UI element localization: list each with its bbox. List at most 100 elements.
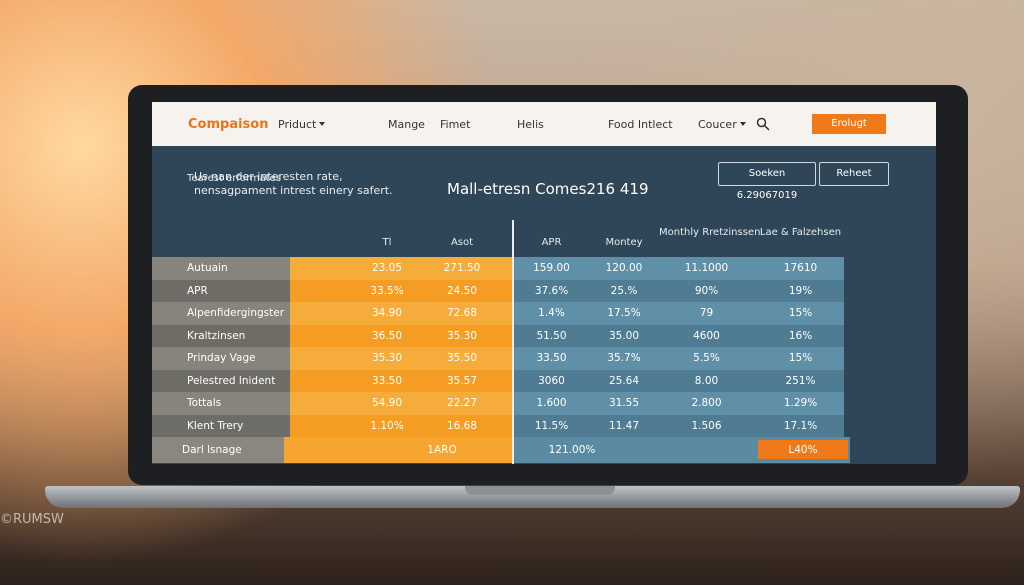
table-cell: 15% (788, 307, 813, 319)
footer-cell: L40% (788, 444, 818, 456)
row-label-bg (152, 324, 290, 348)
table-cell: 11.1000 (684, 262, 729, 274)
footer-cell: Darl lsnage (182, 444, 242, 456)
table-cell: 8.00 (694, 374, 719, 387)
table-cell: 17.1% (783, 419, 818, 432)
table-cell: 11.5% (534, 419, 569, 432)
row-blue-bg (514, 414, 844, 438)
action-button[interactable]: Soeken 6.29067019 (718, 162, 816, 201)
nav-label: Fimet (440, 118, 471, 131)
column-header: Lae & Falzehsen (759, 227, 842, 238)
row-label-bg (152, 347, 290, 370)
footer-label-bg (152, 437, 284, 463)
row-orange-bg (290, 279, 512, 303)
table-cell: 36.50 (371, 329, 403, 342)
row-blue-bg (514, 279, 844, 303)
table-cell: 51.50 (536, 329, 567, 342)
table-cell: 35.00 (608, 329, 640, 342)
table-cell: 33.5% (370, 284, 404, 297)
row-orange-bg (290, 324, 512, 348)
column-header: Tl (382, 237, 392, 248)
table-cell: 72.68 (446, 307, 478, 319)
table-cell: 25.64 (608, 374, 640, 387)
row-blue-bg (514, 257, 844, 280)
search-icon[interactable] (756, 117, 770, 131)
table-cell: 79 (699, 307, 714, 319)
table-cell: Alpenfidergingster (187, 307, 285, 319)
table-cell: 24.50 (446, 284, 478, 297)
nav-item[interactable]: Coucer (698, 118, 746, 131)
table-cell: 1.600 (536, 397, 567, 409)
row-label-bg (152, 279, 290, 303)
nav-label: Food Intlect (608, 118, 673, 131)
nav-item[interactable]: Fimet (440, 118, 470, 131)
table-cell: 271.50 (443, 262, 481, 274)
row-blue-bg (514, 369, 844, 393)
table-cell: 5.5% (693, 352, 720, 364)
column-header: Monthly Rretzinssen (659, 227, 761, 238)
row-blue-bg (514, 324, 844, 348)
caret (319, 122, 326, 129)
table-cell: 31.55 (608, 397, 640, 409)
nav-item[interactable]: Priduct (278, 118, 326, 131)
table-cell: 3060 (538, 374, 565, 387)
row-orange-bg (290, 392, 512, 415)
table-cell: 35.30 (371, 352, 403, 364)
footer-orange-bg (284, 437, 512, 463)
table-cell: 16% (788, 329, 813, 342)
table-cell: Tottals (187, 397, 222, 409)
table-cell: 17610 (783, 262, 818, 274)
table-cell: 2.800 (691, 397, 722, 409)
table-cell: 35.50 (446, 352, 478, 364)
table-cell: APR (187, 284, 208, 297)
table-cell: 54.90 (371, 397, 403, 409)
column-header: Montey (605, 237, 643, 248)
nav-bar: Compaison Erolugt Priduct Mange Fimet Helis… (152, 102, 936, 146)
row-orange-bg (290, 302, 512, 325)
laptop-base (45, 486, 1020, 508)
nav-item[interactable]: Helis (517, 118, 544, 131)
footer-cell: 1ARO (427, 444, 457, 456)
table-cell: 35.57 (446, 374, 478, 387)
column-header: Tearest erformates (187, 173, 282, 184)
row-blue-bg (514, 392, 844, 415)
footer-highlight (758, 440, 848, 459)
divider (512, 220, 514, 464)
table-cell: 16.68 (446, 419, 478, 432)
table-cell: Prinday Vage (187, 352, 256, 364)
laptop-notch (465, 486, 615, 495)
intro-text: Us nan der interesten rate, nensagpament… (194, 170, 393, 197)
table-cell: 19% (788, 284, 813, 297)
table-cell: 23.05 (371, 262, 403, 274)
page-title: Mall-etresn Comes216 419 (447, 180, 649, 198)
table-cell: 34.90 (371, 307, 403, 319)
row-label-bg (152, 414, 290, 438)
nav-label: Mange (388, 118, 425, 131)
table-cell: 33.50 (536, 352, 567, 364)
brand[interactable]: Compaison (188, 117, 269, 132)
table-cell: 1.506 (691, 419, 722, 432)
table-cell: 15% (788, 352, 813, 364)
table-cell: 11.47 (608, 419, 640, 432)
table-cell: 35.30 (446, 329, 478, 342)
nav-item[interactable]: Food Intlect (608, 118, 673, 131)
table-cell: 17.5% (607, 307, 641, 319)
table-cell: Pelestred lnident (187, 374, 276, 387)
table-cell: 1.29% (783, 397, 818, 409)
nav-label: Helis (517, 118, 544, 131)
table-cell: 37.6% (534, 284, 569, 297)
watermark: ©RUMSW (0, 512, 64, 527)
table-cell: 251% (785, 374, 816, 387)
table-cell: 90% (694, 284, 719, 297)
table-cell: 25.% (610, 284, 638, 297)
table-cell: 159.00 (533, 262, 570, 274)
action-button[interactable]: Reheet (819, 162, 889, 186)
table-cell: 22.27 (446, 397, 478, 409)
table-cell: Klent Trery (187, 419, 244, 432)
row-orange-bg (290, 257, 512, 280)
nav-item[interactable]: Mange (388, 118, 425, 131)
row-orange-bg (290, 369, 512, 393)
nav-label: Priduct (278, 118, 317, 131)
nav-button[interactable]: Erolugt (812, 114, 886, 134)
